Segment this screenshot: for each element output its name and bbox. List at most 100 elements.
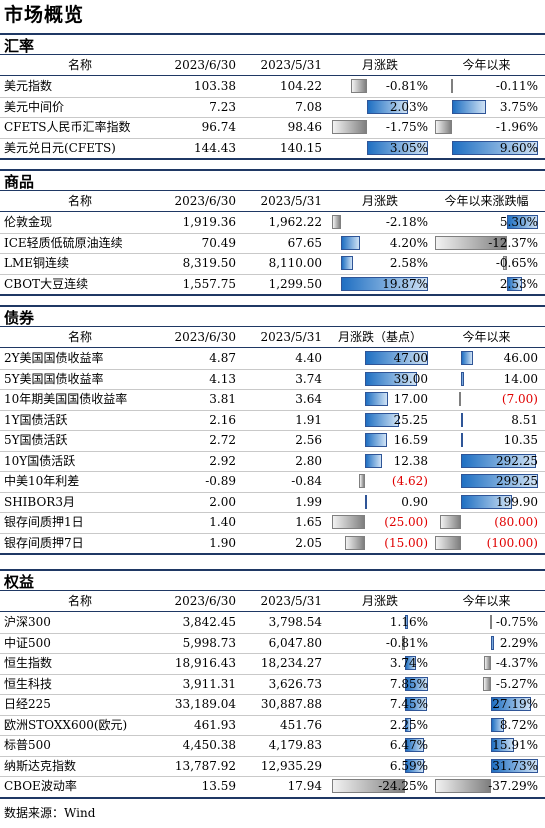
ytd-change-cell: 10.35	[433, 430, 540, 451]
ytd-change-bar	[484, 656, 491, 670]
value-previous: 30,887.88	[260, 697, 322, 711]
page-title: 市场概览	[4, 4, 85, 26]
ytd-change-label: (100.00)	[486, 535, 538, 550]
value-current: 1,919.36	[182, 215, 236, 229]
ytd-change-cell: 199.90	[433, 492, 540, 513]
monthly-change-cell: 2.03%	[330, 97, 430, 118]
value-previous: 4,179.83	[268, 738, 322, 752]
monthly-change-cell: -2.18%	[330, 212, 430, 233]
ytd-change-cell: 2.53%	[433, 274, 540, 295]
value-previous: 2.05	[295, 535, 322, 550]
ytd-change-bar	[490, 738, 515, 752]
monthly-change-label: 7.85%	[389, 676, 428, 691]
monthly-change-label: 3.05%	[389, 140, 428, 155]
table-row: 银存间质押1日 1.40 1.65 (25.00) (80.00)	[0, 512, 545, 534]
monthly-change-label: 2.03%	[389, 99, 428, 114]
ytd-change-cell: -4.37%	[433, 653, 540, 674]
ytd-change-label: 10.35	[503, 433, 538, 447]
row-name: ICE轻质低硫原油连续	[4, 235, 123, 250]
monthly-change-bar	[404, 656, 416, 670]
table-row: 日经225 33,189.04 30,887.88 7.45% 27.19%	[0, 694, 545, 716]
column-header: 名称	[67, 58, 92, 72]
monthly-change-label: 47.00	[393, 351, 428, 365]
value-current: 5,998.73	[182, 635, 236, 650]
ytd-change-cell: 5.30%	[433, 212, 540, 233]
monthly-change-cell: 6.59%	[330, 756, 430, 777]
monthly-change-label: 25.25	[393, 412, 428, 427]
monthly-change-bar	[365, 433, 388, 447]
table-row: 银存间质押7日 1.90 2.05 (15.00) (100.00)	[0, 533, 545, 555]
value-current: 4.87	[209, 351, 236, 365]
row-name: CBOE波动率	[4, 779, 77, 793]
section-title: 商品	[0, 169, 545, 191]
ytd-change-bar	[460, 494, 513, 509]
value-current: 2.92	[209, 453, 236, 468]
value-previous: 1,299.50	[268, 276, 322, 291]
monthly-change-bar	[345, 535, 366, 550]
value-previous: 1.91	[295, 412, 322, 427]
monthly-change-label: 1.16%	[389, 615, 428, 629]
value-current: 3.81	[209, 392, 236, 406]
ytd-change-label: 27.19%	[492, 697, 538, 711]
table-row: CBOE波动率 13.59 17.94 -24.25% -37.29%	[0, 776, 545, 799]
monthly-change-cell: 19.87%	[330, 274, 430, 295]
value-current: 103.38	[194, 79, 236, 93]
monthly-change-bar	[365, 351, 428, 365]
table-row: 沪深300 3,842.45 3,798.54 1.16% -0.75%	[0, 612, 545, 634]
value-previous: 104.22	[280, 79, 322, 93]
table-row: 恒生科技 3,911.31 3,626.73 7.85% -5.27%	[0, 674, 545, 695]
row-name: 中证500	[4, 635, 51, 650]
ytd-change-cell: -0.11%	[433, 76, 540, 97]
monthly-change-bar	[365, 392, 388, 406]
ytd-change-bar	[452, 140, 538, 155]
ytd-change-cell: 15.91%	[433, 735, 540, 756]
column-header: 月涨跌	[361, 58, 398, 72]
table-row: ICE轻质低硫原油连续 70.49 67.65 4.20% -12.37%	[0, 233, 545, 254]
monthly-change-bar	[402, 635, 405, 650]
row-name: 沪深300	[4, 615, 51, 629]
table-row: 5Y国债活跃 2.72 2.56 16.59 10.35	[0, 430, 545, 452]
ytd-change-bar	[460, 474, 538, 488]
value-previous: 3.64	[295, 392, 322, 406]
ytd-change-cell: (80.00)	[433, 512, 540, 533]
row-name: 恒生科技	[4, 676, 53, 691]
ytd-change-label: 46.00	[503, 351, 538, 365]
monthly-change-label: 2.25%	[389, 717, 428, 732]
value-current: -0.89	[205, 474, 236, 488]
table-row: 5Y美国国债收益率 4.13 3.74 39.00 14.00	[0, 369, 545, 390]
ytd-change-label: (7.00)	[501, 392, 538, 406]
monthly-change-bar	[332, 120, 367, 134]
ytd-change-bar	[503, 256, 508, 270]
value-current: 3,842.45	[182, 615, 236, 629]
value-previous: 3,798.54	[268, 615, 322, 629]
monthly-change-bar	[367, 99, 408, 114]
column-header: 月涨跌	[361, 194, 398, 208]
value-previous: 1.99	[295, 494, 322, 509]
monthly-change-label: 19.87%	[382, 276, 428, 291]
value-current: 4.13	[209, 371, 236, 386]
column-header: 今年以来涨跌幅	[444, 194, 529, 208]
monthly-change-bar	[341, 256, 353, 270]
ytd-change-cell: 27.19%	[433, 694, 540, 715]
ytd-change-label: 15.91%	[492, 738, 538, 752]
monthly-change-label: 7.45%	[389, 697, 428, 711]
value-previous: 140.15	[280, 140, 322, 155]
monthly-change-cell: 39.00	[330, 369, 430, 390]
row-name: 2Y美国国债收益率	[4, 351, 104, 365]
table-row: 标普500 4,450.38 4,179.83 6.47% 15.91%	[0, 735, 545, 757]
row-name: LME铜连续	[4, 256, 70, 270]
column-header: 名称	[67, 594, 92, 608]
monthly-change-label: -0.81%	[385, 635, 428, 650]
value-current: 13.59	[201, 779, 236, 793]
monthly-change-cell: 6.47%	[330, 735, 430, 756]
row-name: 1Y国债活跃	[4, 412, 68, 427]
ytd-change-bar	[507, 276, 522, 291]
monthly-change-label: 39.00	[393, 371, 428, 386]
ytd-change-cell: -0.75%	[433, 612, 540, 633]
row-name: 美元兑日元(CFETS)	[4, 140, 116, 155]
monthly-change-label: 12.38	[393, 453, 428, 468]
monthly-change-cell: 7.45%	[330, 694, 430, 715]
row-name: 10年期美国国债收益率	[4, 392, 128, 406]
value-current: 1.40	[209, 515, 236, 529]
ytd-change-bar	[490, 758, 538, 773]
